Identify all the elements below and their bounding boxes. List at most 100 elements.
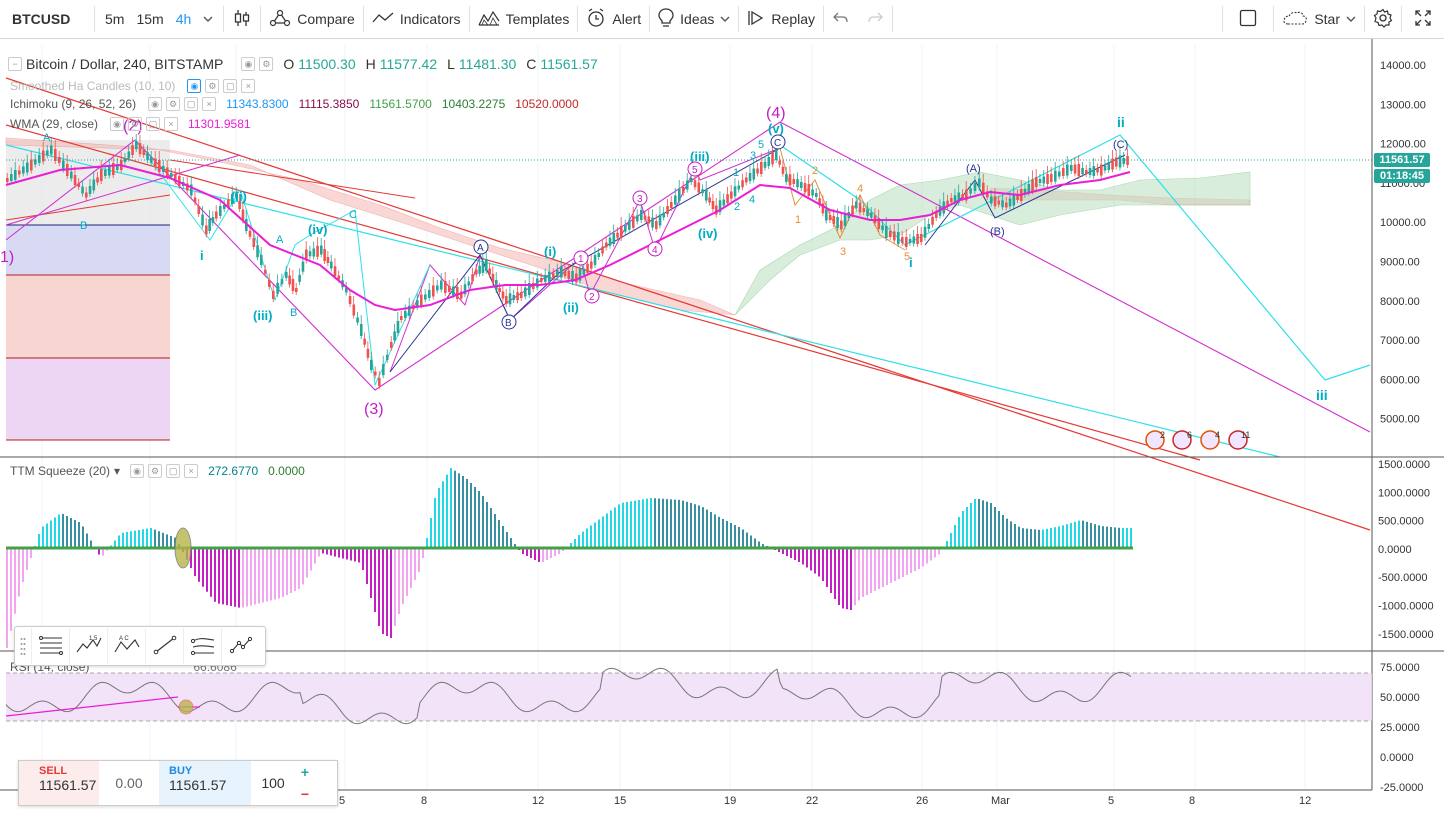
candle bbox=[855, 201, 858, 209]
indicators-button[interactable]: Indicators bbox=[364, 0, 469, 38]
indicators-label: Indicators bbox=[399, 11, 461, 27]
undo-button[interactable] bbox=[824, 0, 858, 38]
sell-button[interactable]: SELL 11561.57 bbox=[19, 761, 99, 805]
price-axis-bg[interactable] bbox=[1372, 39, 1444, 812]
settings-icon[interactable]: ⚙ bbox=[128, 117, 143, 131]
candle bbox=[563, 271, 567, 276]
ttm-squeeze-histogram[interactable] bbox=[6, 468, 1132, 648]
close-icon[interactable]: × bbox=[202, 97, 217, 111]
interval-4h[interactable]: 4h bbox=[175, 11, 192, 27]
ideas-button[interactable]: Ideas bbox=[650, 0, 738, 38]
rsi-axis[interactable]: 75.0000 50.0000 25.0000 0.0000 -25.0000 bbox=[1380, 662, 1423, 794]
compare-button[interactable]: Compare bbox=[261, 0, 363, 38]
ttm-bar bbox=[542, 548, 544, 562]
path-tool-button[interactable] bbox=[222, 628, 259, 664]
increase-button[interactable]: + bbox=[300, 764, 310, 780]
chart-canvas[interactable]: (2) (3) (4) ii iii i (i) (ii) (iii) (iv)… bbox=[0, 39, 1444, 812]
event-badges[interactable]: 2 6 4 11 bbox=[1145, 430, 1250, 450]
fullscreen-toggle-button[interactable] bbox=[1223, 0, 1273, 38]
ichimoku-legend[interactable]: Ichimoku (9, 26, 52, 26) ◉ ⚙ ▢ × 11343.8… bbox=[10, 97, 579, 111]
eye-icon[interactable]: ◉ bbox=[187, 79, 202, 93]
elliott-wave-blue[interactable] bbox=[559, 147, 781, 273]
elliott-wave-orange[interactable] bbox=[779, 147, 906, 251]
ttm-bar bbox=[90, 540, 92, 548]
trendline-cyan[interactable] bbox=[5, 144, 1281, 458]
eye-icon[interactable]: ◉ bbox=[148, 97, 163, 111]
candle bbox=[498, 288, 501, 292]
candle bbox=[408, 305, 411, 316]
buy-button[interactable]: BUY 11561.57 bbox=[159, 761, 251, 805]
templates-button[interactable]: Templates bbox=[470, 0, 578, 38]
ha-legend[interactable]: Smoothed Ha Candles (10, 10) ◉ ⚙ ▢ × bbox=[10, 79, 256, 93]
copy-icon[interactable]: ▢ bbox=[166, 464, 181, 478]
settings-button[interactable] bbox=[1365, 0, 1401, 38]
trendline-magenta[interactable] bbox=[5, 154, 241, 226]
rsi-trendline[interactable] bbox=[5, 696, 179, 717]
candles[interactable] bbox=[6, 134, 1129, 389]
elliott-wave-cyan[interactable] bbox=[134, 139, 431, 387]
elliott-wave-primary[interactable] bbox=[5, 121, 1371, 433]
elliott-correction-button[interactable]: A C bbox=[108, 628, 146, 664]
wma-legend[interactable]: WMA (29, close) ◉ ⚙ ▢ × 11301.9581 bbox=[10, 117, 251, 131]
candle bbox=[308, 251, 312, 257]
redo-button[interactable] bbox=[858, 0, 892, 38]
ttm-axis[interactable]: 1500.0000 1000.0000 500.0000 0.0000 -500.000… bbox=[1378, 459, 1434, 641]
interval-15m[interactable]: 15m bbox=[136, 11, 164, 27]
decrease-button[interactable]: − bbox=[300, 786, 310, 802]
ttm-tick-label: -500.0000 bbox=[1378, 572, 1428, 584]
eye-icon[interactable]: ◉ bbox=[130, 464, 145, 478]
trendline-red-lower[interactable] bbox=[5, 124, 1201, 461]
rsi-line[interactable] bbox=[5, 667, 1132, 725]
trendline-red-upper[interactable] bbox=[5, 77, 1371, 531]
ttm-bar bbox=[678, 499, 680, 548]
candle bbox=[938, 206, 942, 216]
trendline-red-short[interactable] bbox=[169, 159, 416, 199]
eye-icon[interactable]: ◉ bbox=[241, 57, 256, 71]
highlight-circle[interactable] bbox=[178, 699, 194, 715]
trendline-red-short[interactable] bbox=[5, 194, 171, 221]
fib-tool-button[interactable] bbox=[32, 628, 70, 664]
ttm-bar bbox=[782, 548, 784, 554]
chevron-down-icon[interactable] bbox=[197, 11, 219, 27]
wma-line[interactable] bbox=[5, 163, 1131, 312]
eye-icon[interactable]: ◉ bbox=[110, 117, 125, 131]
replay-button[interactable]: Replay bbox=[739, 0, 823, 38]
copy-icon[interactable]: ▢ bbox=[146, 117, 161, 131]
chart-type-button[interactable] bbox=[224, 0, 260, 38]
chevron-down-icon[interactable]: ▾ bbox=[114, 464, 121, 478]
trendline-button[interactable] bbox=[146, 628, 184, 664]
candle bbox=[166, 167, 169, 177]
close-icon[interactable]: × bbox=[164, 117, 179, 131]
settings-icon[interactable]: ⚙ bbox=[205, 79, 220, 93]
close-icon[interactable]: × bbox=[241, 79, 256, 93]
collapse-icon[interactable]: − bbox=[8, 57, 22, 71]
elliott-impulse-button[interactable]: 1 5 bbox=[70, 628, 108, 664]
close-icon[interactable]: × bbox=[184, 464, 199, 478]
highlight-ellipse[interactable] bbox=[174, 527, 192, 569]
interval-5m[interactable]: 5m bbox=[105, 11, 125, 27]
elliott-wave-blue[interactable] bbox=[924, 154, 1126, 246]
price-tick-label: 14000.00 bbox=[1380, 60, 1426, 72]
price-tick-label: 8000.00 bbox=[1380, 296, 1420, 308]
ttm-bar bbox=[362, 548, 364, 570]
settings-icon[interactable]: ⚙ bbox=[148, 464, 163, 478]
quantity-field[interactable]: 100 bbox=[261, 775, 285, 791]
ttm-bar bbox=[322, 548, 324, 554]
copy-icon[interactable]: ▢ bbox=[184, 97, 199, 111]
copy-icon[interactable]: ▢ bbox=[223, 79, 238, 93]
expand-button[interactable] bbox=[1402, 0, 1444, 38]
settings-icon[interactable]: ⚙ bbox=[166, 97, 181, 111]
settings-icon[interactable]: ⚙ bbox=[259, 57, 274, 71]
alert-button[interactable]: Alert bbox=[578, 0, 649, 38]
chart-area[interactable]: (2) (3) (4) ii iii i (i) (ii) (iii) (iv)… bbox=[0, 39, 1444, 812]
drag-handle[interactable] bbox=[15, 628, 32, 664]
star-button[interactable]: Star bbox=[1274, 0, 1364, 38]
price-pane[interactable] bbox=[0, 39, 1372, 457]
pitchfork-button[interactable] bbox=[184, 628, 222, 664]
candle bbox=[252, 238, 256, 247]
elliott-wave-projection[interactable] bbox=[779, 134, 1371, 381]
main-legend[interactable]: − Bitcoin / Dollar, 240, BITSTAMP ◉ ⚙ O … bbox=[8, 56, 598, 72]
symbol-search[interactable]: BTCUSD bbox=[12, 11, 71, 27]
ttm-legend[interactable]: TTM Squeeze (20) ▾ ◉ ⚙ ▢ × 272.6770 0.00… bbox=[10, 464, 305, 478]
ttm-bar bbox=[470, 483, 472, 548]
